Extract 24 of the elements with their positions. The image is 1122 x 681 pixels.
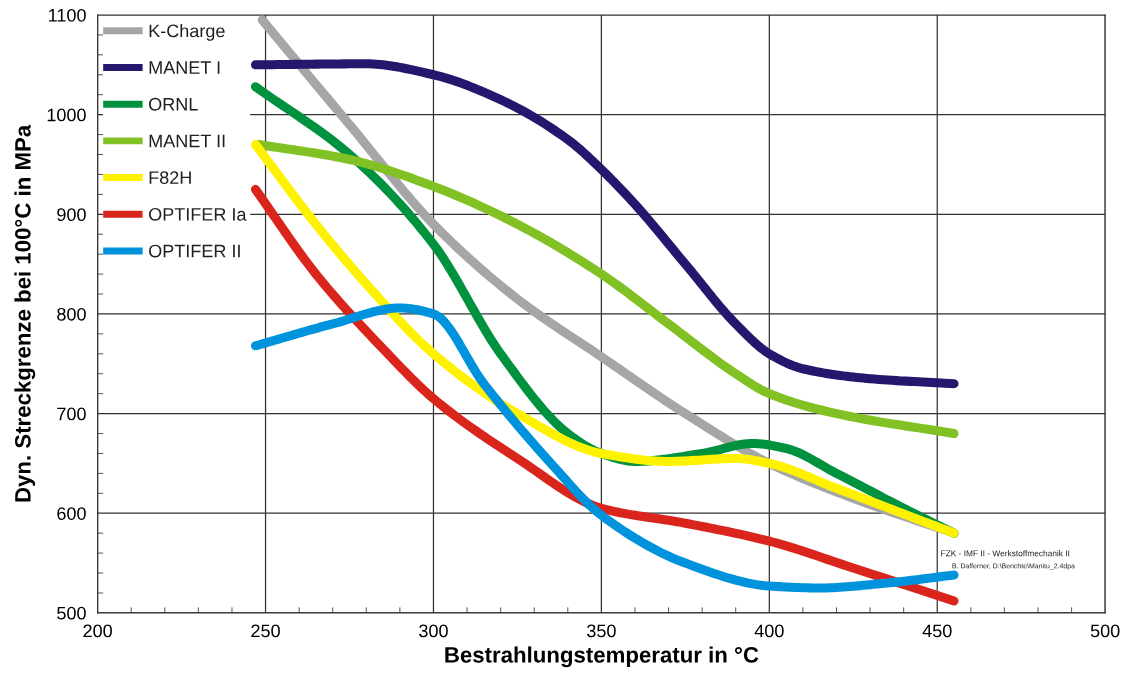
y-tick-label: 1000 bbox=[47, 108, 86, 122]
legend-label: OPTIFER II bbox=[149, 244, 240, 258]
x-tick-label: 450 bbox=[922, 624, 952, 638]
y-axis-title: Dyn. Streckgrenze bei 100°C in MPa bbox=[14, 124, 36, 502]
x-tick-label: 250 bbox=[251, 624, 280, 638]
legend-label: ORNL bbox=[149, 97, 198, 111]
x-tick-label: 500 bbox=[1090, 624, 1120, 638]
x-tick-label: 200 bbox=[83, 624, 112, 638]
x-axis-title: Bestrahlungstemperatur in °C bbox=[445, 646, 759, 668]
annotation: FZK - IMF II - Werkstoffmechanik II bbox=[941, 550, 1070, 557]
legend-label: MANET I bbox=[149, 61, 220, 74]
legend-label: K-Charge bbox=[149, 24, 225, 41]
legend-label: OPTIFER Ia bbox=[149, 207, 247, 221]
x-tick-label: 300 bbox=[419, 624, 448, 638]
y-tick-label: 900 bbox=[57, 208, 86, 222]
y-tick-label: 700 bbox=[57, 407, 86, 421]
legend-label: MANET II bbox=[149, 134, 225, 148]
y-tick-label: 500 bbox=[57, 606, 86, 620]
y-tick-label: 600 bbox=[57, 507, 86, 520]
x-tick-label: 350 bbox=[587, 624, 616, 638]
y-tick-label: 800 bbox=[57, 307, 86, 321]
legend-label: F82H bbox=[149, 171, 191, 185]
x-tick-label: 400 bbox=[754, 624, 784, 638]
y-tick-label: 1100 bbox=[49, 8, 86, 22]
